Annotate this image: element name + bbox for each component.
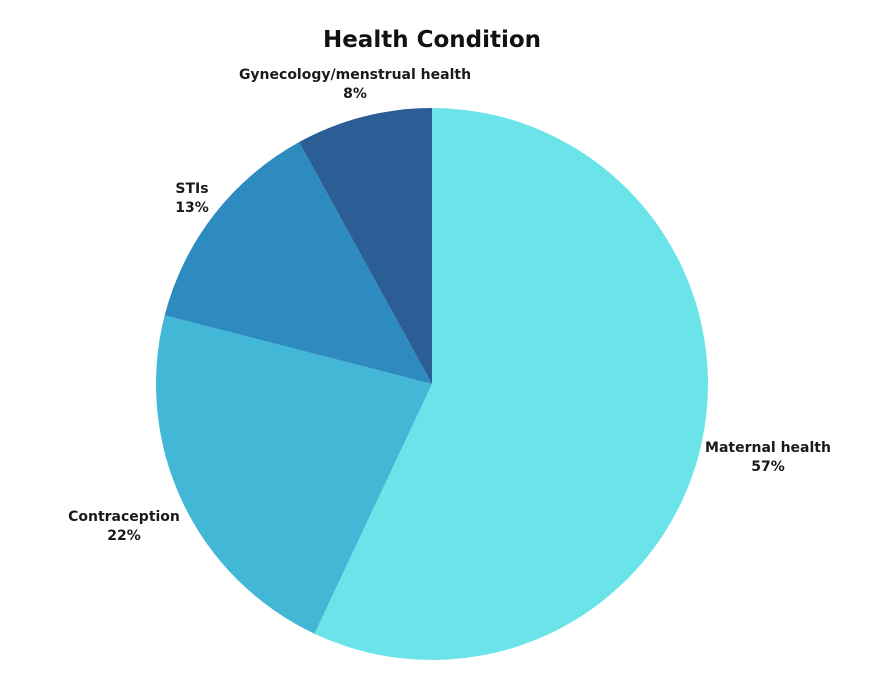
pie-slice-stis <box>164 142 433 384</box>
slice-value-gynecology-menstrual-health: 8% <box>343 86 367 102</box>
chart-title: Health Condition <box>323 27 541 53</box>
slice-value-stis: 13% <box>175 200 209 216</box>
slice-label-stis: STIs <box>175 181 208 197</box>
slice-label-maternal-health: Maternal health <box>705 440 831 456</box>
slice-label-contraception: Contraception <box>68 509 180 525</box>
pie-labels: Maternal health 57% Contraception 22% STIs 13… <box>68 67 831 544</box>
pie-slices <box>155 108 708 660</box>
slice-label-gynecology-menstrual-health: Gynecology/menstrual health <box>239 67 471 83</box>
pie-slice-gynecology-menstrual-health <box>299 108 432 384</box>
pie-slice-contraception <box>155 315 432 634</box>
slice-value-maternal-health: 57% <box>751 459 785 475</box>
pie-slice-maternal-health <box>314 108 708 660</box>
slice-value-contraception: 22% <box>107 528 141 544</box>
